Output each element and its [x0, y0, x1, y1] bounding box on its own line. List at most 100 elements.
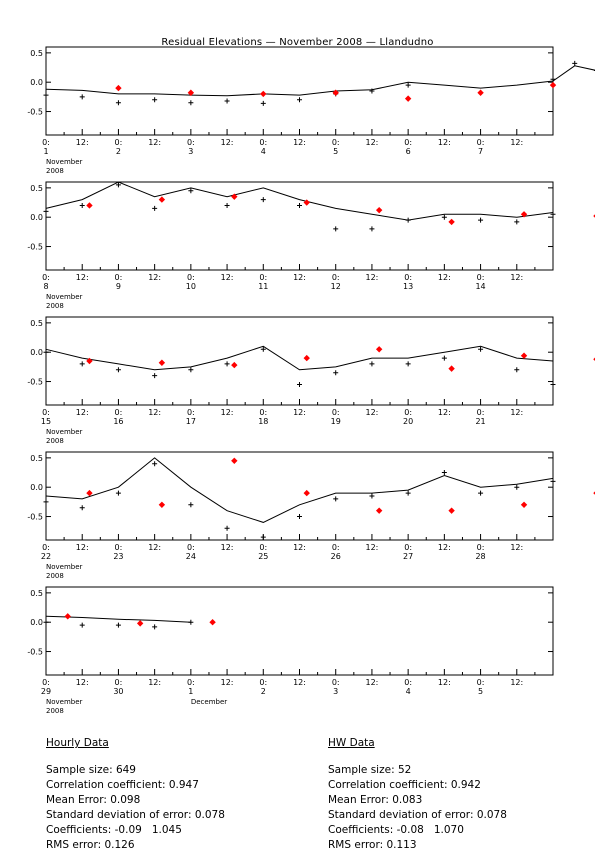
- observed-residual-line: [45, 65, 595, 97]
- x-tick-label: 0:: [115, 543, 123, 552]
- plot-frame: [45, 451, 554, 541]
- x-tick-label: 0:: [477, 138, 485, 147]
- x-tick-label: 12:: [293, 273, 306, 282]
- x-day-label: 1: [188, 687, 193, 696]
- x-tick-label: 0:: [115, 138, 123, 147]
- hourly-data-point: [478, 217, 484, 223]
- hourly-data-point: [115, 367, 121, 373]
- x-day-label: 5: [333, 147, 338, 156]
- x-tick-label: 12:: [438, 408, 451, 417]
- x-tick-label: 12:: [438, 138, 451, 147]
- hourly-data-point: [369, 361, 375, 367]
- hourly-data-point: [478, 490, 484, 496]
- x-day-label: 14: [475, 282, 485, 291]
- x-day-label: 26: [331, 552, 341, 561]
- x-tick-label: 12:: [293, 678, 306, 687]
- y-tick-label: 0.5: [30, 319, 43, 328]
- x-tick-label: 0:: [187, 138, 195, 147]
- x-tick-label: 12:: [221, 543, 234, 552]
- hourly-data-point: [260, 346, 266, 352]
- y-tick-label: 0.0: [30, 78, 43, 87]
- month-label: November: [46, 293, 83, 301]
- hw-data-point: [375, 206, 383, 214]
- x-tick-label: 12:: [148, 408, 161, 417]
- hourly-data-point: [369, 493, 375, 499]
- hourly-data-point: [405, 490, 411, 496]
- year-label: 2008: [46, 707, 64, 715]
- hourly-data-point: [514, 219, 520, 225]
- y-tick-label: -0.5: [27, 513, 43, 522]
- chart-panel-1: 0.50.0-0.50:112: 0:212: 0:312: 0:412: 0:512:…: [27, 46, 595, 175]
- y-tick-label: -0.5: [27, 378, 43, 387]
- hw-data-point: [231, 193, 238, 200]
- y-tick-label: -0.5: [27, 648, 43, 657]
- x-day-label: 17: [186, 417, 196, 426]
- x-tick-label: 12:: [76, 138, 89, 147]
- x-day-label: 2: [116, 147, 121, 156]
- y-tick-label: 0.0: [30, 483, 43, 492]
- y-tick-label: 0.0: [30, 618, 43, 627]
- plot-frame: [45, 586, 554, 676]
- x-tick-label: 12:: [148, 678, 161, 687]
- y-tick-label: 0.5: [30, 589, 43, 598]
- hourly-data-point: [43, 208, 49, 214]
- y-tick-label: -0.5: [27, 108, 43, 117]
- x-tick-label: 0:: [259, 678, 267, 687]
- hourly-data-point: [115, 182, 121, 188]
- x-day-label: 1: [43, 147, 48, 156]
- hourly-data-point: [43, 92, 49, 98]
- x-day-label: 29: [41, 687, 51, 696]
- hourly-stat-row: RMS error: 0.126: [46, 839, 135, 851]
- hourly-data-point: [297, 97, 302, 103]
- x-tick-label: 0:: [477, 678, 485, 687]
- x-tick-label: 0:: [404, 678, 412, 687]
- hourly-data-point: [405, 217, 411, 223]
- hw-stat-row: Mean Error: 0.083: [328, 794, 423, 806]
- hourly-data-point: [550, 211, 556, 217]
- hourly-data-point: [188, 502, 194, 508]
- x-tick-label: 12:: [293, 138, 306, 147]
- x-tick-label: 0:: [42, 138, 50, 147]
- hourly-stats: Hourly Data Sample size: 649 Correlation…: [46, 736, 225, 853]
- chart-title: Residual Elevations — November 2008 — Ll…: [161, 37, 434, 48]
- hourly-data-point: [224, 525, 230, 531]
- x-tick-label: 12:: [365, 543, 378, 552]
- x-tick-label: 12:: [365, 408, 378, 417]
- hw-data-point: [187, 89, 195, 96]
- hourly-data-point: [514, 367, 520, 373]
- x-day-label: 9: [116, 282, 121, 291]
- x-day-label: 15: [41, 417, 51, 426]
- x-tick-label: 12:: [76, 273, 89, 282]
- hourly-data-point: [188, 100, 194, 106]
- x-day-label: 3: [188, 147, 193, 156]
- x-tick-label: 12:: [510, 408, 523, 417]
- x-tick-label: 0:: [404, 138, 412, 147]
- plot-frame: [45, 316, 554, 406]
- x-tick-label: 12:: [438, 678, 451, 687]
- x-tick-label: 0:: [332, 678, 340, 687]
- hourly-data-point: [152, 461, 158, 467]
- hourly-data-point: [441, 355, 447, 361]
- hourly-data-point: [405, 361, 411, 367]
- x-tick-label: 0:: [42, 543, 50, 552]
- hw-data-point: [448, 218, 455, 226]
- y-tick-label: 0.5: [30, 454, 43, 463]
- x-day-label: 13: [403, 282, 413, 291]
- hw-data-point: [260, 90, 267, 98]
- hourly-stat-row: Standard deviation of error: 0.078: [46, 809, 225, 821]
- hourly-data-point: [224, 98, 230, 104]
- hw-data-point: [64, 613, 71, 620]
- hourly-data-point: [43, 349, 49, 355]
- x-day-label: 24: [186, 552, 196, 561]
- hourly-data-point: [260, 197, 266, 203]
- x-day-label: 27: [403, 552, 413, 561]
- x-tick-label: 0:: [42, 678, 50, 687]
- hourly-data-point: [550, 76, 556, 82]
- y-tick-label: 0.5: [30, 184, 43, 193]
- x-tick-label: 12:: [293, 408, 306, 417]
- hw-data-point: [115, 84, 122, 92]
- hourly-data-point: [43, 499, 49, 505]
- y-tick-label: 0.0: [30, 213, 43, 222]
- hw-data-point: [303, 354, 310, 362]
